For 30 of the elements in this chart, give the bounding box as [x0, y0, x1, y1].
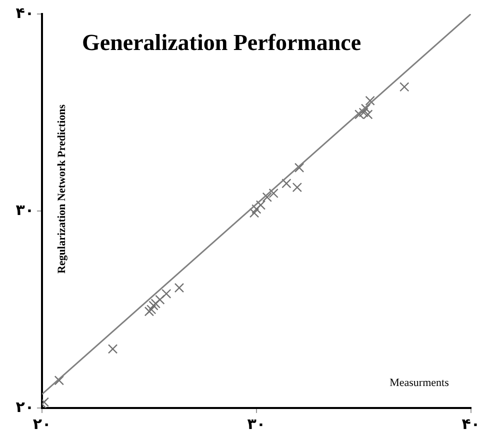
- point: [268, 188, 278, 198]
- x-tick-label: ۴۰: [462, 414, 480, 433]
- point: [256, 200, 266, 210]
- x-tick-label: ۲۰: [32, 414, 52, 433]
- point: [146, 304, 156, 314]
- point: [400, 82, 410, 92]
- point: [358, 108, 368, 118]
- y-tick-label: ۳۰: [16, 200, 34, 219]
- y-tick-label: ۴۰: [16, 4, 34, 22]
- point: [174, 282, 184, 293]
- y-tick-label: ۲۰: [16, 398, 34, 416]
- point: [282, 178, 292, 188]
- point: [365, 96, 375, 106]
- point: [360, 104, 371, 114]
- y-axis-title: Regularization Network Predictions: [56, 104, 68, 274]
- point: [108, 344, 118, 354]
- x-tick-label: ۳۰: [247, 414, 266, 433]
- point: [54, 376, 64, 386]
- x-axis-title: Measurments: [390, 376, 449, 389]
- point: [155, 294, 165, 304]
- point: [252, 204, 262, 214]
- point: [162, 288, 172, 299]
- point: [354, 110, 364, 120]
- point: [292, 182, 302, 192]
- text: Generalization Performance: [82, 30, 362, 55]
- point: [144, 306, 154, 316]
- point: [294, 162, 304, 173]
- point: [262, 192, 272, 202]
- point: [363, 110, 373, 120]
- point: [249, 208, 260, 218]
